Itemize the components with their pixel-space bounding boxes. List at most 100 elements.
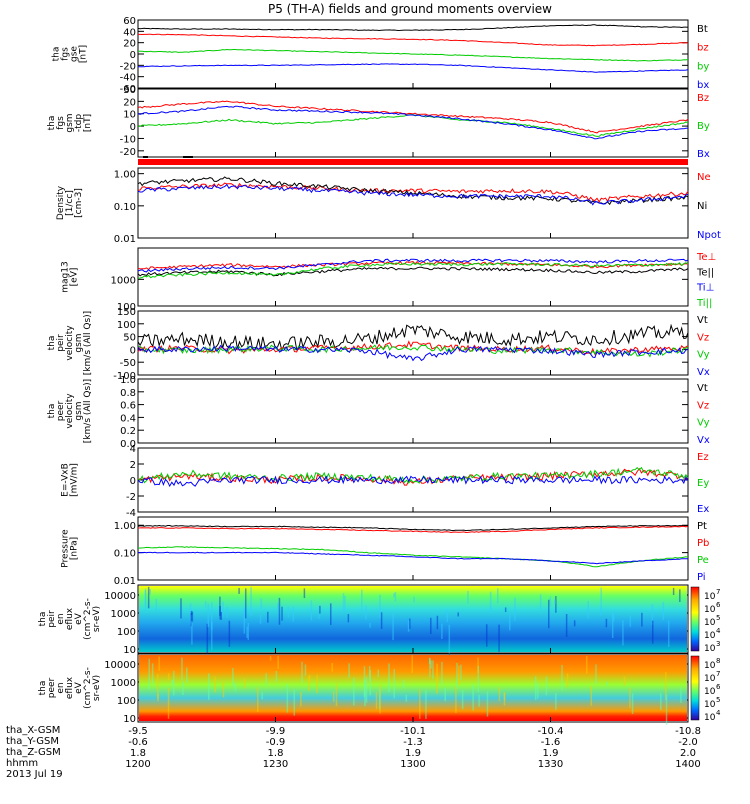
colorbar-label: 10 [704,631,716,641]
spectrogram-streak [436,663,438,694]
spectrogram-streak [425,689,427,719]
ylabel-line: tha [52,47,62,62]
legend-Ez: Ez [697,452,709,463]
spectrogram-streak [243,607,246,634]
spectrogram-streak [257,687,259,713]
spectrogram-streak [444,688,446,702]
ylabel-line: fgs [56,116,66,130]
spectrogram-streak [301,661,303,683]
spectrogram-streak [222,681,225,698]
spectrogram-streak [277,655,279,669]
spectrogram-streak [405,694,408,702]
spectrogram-streak [347,614,350,623]
xaxis-value: 1230 [263,759,288,770]
spectrogram-streak [472,684,474,711]
legend-Vx: Vx [697,435,710,446]
legend-Ti⊥: Ti⊥ [696,283,714,294]
spectrogram-streak [379,594,381,619]
spectrogram-streak [234,682,237,691]
spectrogram-streak [344,595,346,611]
ylabel-line: gsm [74,401,84,420]
legend-Ni: Ni [697,201,707,212]
ylabel-line: [km/s (All Qs)] [83,311,93,375]
spectrogram-streak [430,660,432,669]
ytick-label: 0.4 [120,413,136,424]
spectrogram-streak [419,689,421,719]
ylabel-line: eV [74,681,84,694]
xaxis-value: 1300 [400,759,425,770]
spectrogram-streak [190,613,192,627]
spectrogram-streak [172,670,175,696]
spectrogram-streak [455,685,457,714]
spectrogram-streak [679,589,681,602]
series-pressure-Pb [137,525,689,534]
ytick-label: 0.01 [114,234,136,245]
ylabel-line: [eV] [70,268,80,287]
series-temperature-Ti|| [137,262,689,279]
series-efield-Ey [137,466,689,484]
spectrogram-streak [509,613,511,631]
spectrogram-streak [566,673,569,688]
spectrogram-streak [651,620,654,644]
ytick-label: 0 [130,50,136,61]
xaxis-value: -2.0 [678,737,698,748]
ylabel-line: [nPa] [70,537,80,560]
ylabel-line: sr-eV) [92,606,102,632]
spectrogram-streak [353,677,355,706]
xaxis-value: -10.8 [675,726,701,737]
spectrogram-streak [238,587,240,594]
ylabel-line: eflux [65,676,75,699]
ytick-label: -20 [120,147,136,158]
series-fgs_gse-Bt [137,24,689,32]
spectrogram-streak [432,660,434,679]
ylabel-line: eflux [65,607,75,630]
ylabel-line: (cm^2-s- [83,667,93,709]
ylabel-line: [nT] [83,114,93,132]
ylabel-line: tha [47,116,57,131]
spectrogram-streak [167,687,170,719]
spectrogram-streak [672,587,675,596]
panel-frame-efield [137,447,689,513]
status-bar [138,159,688,165]
spectrogram-streak [388,663,390,693]
ylabel-line: Density [56,185,66,220]
spectrogram-streak [226,607,228,618]
ytick-label: 100 [117,696,136,707]
xaxis-value: 1.9 [405,748,421,759]
spectrogram-streak [606,681,608,686]
spectrogram-streak [207,603,210,627]
spectrogram-streak [680,686,682,703]
colorbar-exponent: 7 [716,588,720,596]
spectrogram-streak [561,664,563,691]
spectrogram-streak [402,679,405,688]
ytick-label: -50 [120,358,136,369]
spectrogram-streak [622,620,624,646]
ytick-label: -100 [113,371,136,382]
ytick-label: 10000 [104,591,136,602]
colorbar-label: 10 [704,661,716,671]
ylabel-line: [1/cc] [65,190,75,216]
colorbar-exponent: 4 [716,709,721,717]
spectrogram-streak [342,593,345,613]
spectrogram-streak [498,624,500,653]
colorbar-label: 10 [704,674,716,684]
spectrogram-streak [478,694,480,707]
series-pressure-Pi [137,551,689,565]
orbit-label-z: tha_Z-GSM [6,747,61,758]
ytick-label: 10 [123,110,136,121]
ylabel-line: [cm-3] [74,188,84,218]
spectrogram-streak [211,602,213,630]
xaxis-value: -10.4 [538,726,564,737]
ylabel-line: velocity [65,325,75,361]
series-fgs_gse-bx [138,63,689,73]
spectrogram-streak [496,588,499,604]
xaxis-value: 1200 [125,759,150,770]
colorbar-label: 10 [704,644,716,654]
spectrogram-streak [631,693,634,714]
series-efield-Ez [137,467,689,486]
spectrogram-streak [335,683,338,707]
ytick-label: 1.0 [120,375,136,386]
series-fgs_gsm_tdp-By [138,114,689,137]
ylabel-line: gse [70,46,80,62]
spectrogram-streak [394,591,397,602]
